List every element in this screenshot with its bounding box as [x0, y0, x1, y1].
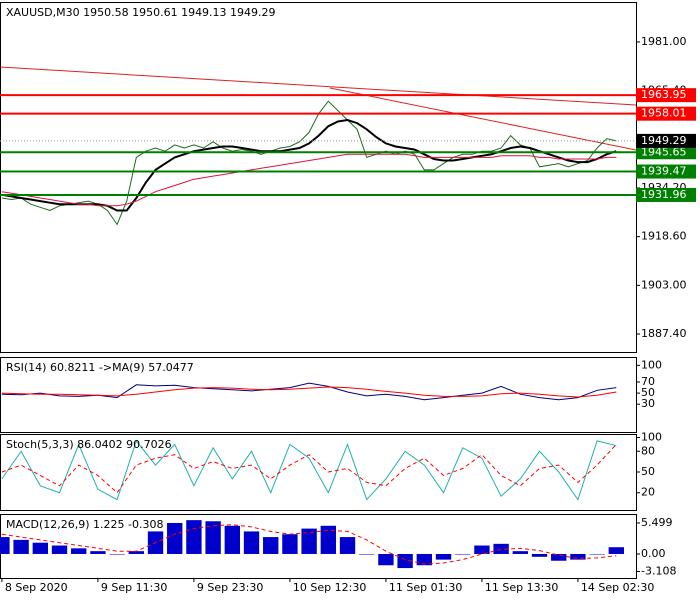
y-tick-label: 1918.60	[641, 230, 687, 243]
level-label-box	[636, 145, 696, 160]
histogram-bar	[512, 551, 528, 554]
level-label-box	[636, 88, 696, 103]
histogram-bar	[570, 553, 586, 560]
y-tick-label: 20	[641, 486, 655, 499]
histogram-bar	[186, 520, 202, 554]
y-tick-label: 5.499	[641, 516, 673, 529]
y-tick-label: 50	[641, 465, 655, 478]
level-label-box	[636, 164, 696, 179]
panel-title: Stoch(5,3,3) 86.0402 90.7026	[6, 438, 172, 451]
x-tick-label: 14 Sep 02:30	[581, 581, 654, 594]
histogram-bar	[397, 553, 413, 569]
level-label: 1958.01	[641, 107, 687, 120]
histogram-bar	[531, 553, 548, 557]
y-tick-label: 100	[641, 358, 662, 371]
histogram-bar	[32, 542, 48, 554]
trend-line	[329, 87, 637, 151]
histogram-bar	[128, 551, 144, 554]
histogram-bar	[455, 553, 471, 555]
histogram-bar	[109, 553, 125, 555]
panel-title: RSI(14) 60.8211 ->MA(9) 57.0477	[6, 361, 194, 374]
series-line	[1, 524, 617, 565]
histogram-bar	[224, 525, 240, 554]
y-tick-label: 1981.00	[641, 35, 687, 48]
histogram-bar	[0, 537, 10, 554]
y-tick-label: 1887.40	[641, 327, 687, 340]
series-line	[1, 100, 617, 226]
level-label: 1945.65	[641, 145, 687, 158]
histogram-bar	[243, 531, 260, 554]
histogram-bar	[205, 521, 221, 554]
x-tick-label: 9 Sep 11:30	[101, 581, 167, 594]
y-tick-label: 80	[641, 444, 655, 457]
x-tick-label: 11 Sep 13:30	[485, 581, 558, 594]
x-tick-label: 11 Sep 01:30	[389, 581, 462, 594]
histogram-bar	[359, 553, 375, 555]
x-tick-label: 10 Sep 12:30	[293, 581, 366, 594]
histogram-bar	[551, 553, 567, 561]
level-label: 1939.47	[641, 165, 687, 178]
y-tick-label: -3.108	[641, 565, 676, 578]
histogram-bar	[90, 551, 106, 554]
histogram-bar	[416, 553, 432, 566]
y-tick-label: 30	[641, 397, 655, 410]
histogram-bar	[71, 548, 87, 554]
level-label-box	[636, 187, 696, 202]
histogram-bar	[339, 537, 356, 554]
panel-frame	[0, 357, 637, 433]
x-tick-label: 8 Sep 2020	[5, 581, 68, 594]
histogram-bar	[378, 553, 394, 566]
last-price-label: 1949.29	[641, 134, 687, 147]
histogram-bar	[13, 539, 29, 554]
series-line	[1, 386, 617, 398]
series-line	[1, 439, 617, 501]
series-line	[1, 153, 617, 207]
y-tick-label: 100	[641, 430, 662, 443]
histogram-bar	[474, 545, 490, 554]
histogram-bar	[435, 553, 452, 560]
series-line	[1, 118, 617, 212]
histogram-bar	[493, 543, 509, 554]
y-tick-label: 1903.00	[641, 278, 687, 291]
panel-title: XAUUSD,M30 1950.58 1950.61 1949.13 1949.…	[6, 6, 276, 19]
series-line	[1, 382, 617, 401]
histogram-bar	[608, 547, 624, 554]
histogram-bar	[167, 522, 183, 554]
panel-title: MACD(12,26,9) 1.225 -0.308	[6, 518, 164, 531]
level-label: 1931.96	[641, 188, 687, 201]
histogram-bar	[263, 537, 279, 554]
y-tick-label: 70	[641, 375, 655, 388]
x-tick-label: 9 Sep 23:30	[197, 581, 263, 594]
last-price-box	[636, 133, 696, 148]
level-label-box	[636, 106, 696, 121]
histogram-bar	[301, 528, 317, 554]
trend-line	[0, 66, 637, 106]
histogram-bar	[320, 525, 336, 554]
histogram-bar	[51, 545, 68, 554]
y-tick-label: 50	[641, 386, 655, 399]
histogram-bar	[282, 534, 298, 554]
histogram-bar	[589, 553, 605, 555]
series-line	[1, 444, 617, 494]
y-tick-label: 0.00	[641, 547, 666, 560]
level-label: 1963.95	[641, 88, 687, 101]
